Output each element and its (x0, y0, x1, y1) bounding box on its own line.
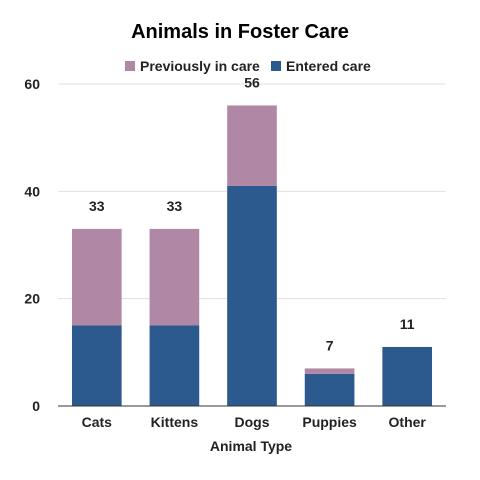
legend-label-entered-care: Entered care (286, 58, 371, 74)
category-label-dogs: Dogs (235, 414, 270, 430)
total-label-puppies: 7 (326, 337, 334, 353)
bar-dogs-previously-in-care (227, 105, 277, 186)
category-label-puppies: Puppies (302, 414, 357, 430)
legend-swatch-previously-in-care (125, 61, 135, 71)
bar-kittens-entered-care (149, 325, 200, 406)
y-tick-label-20: 20 (24, 291, 40, 307)
y-axis-ticks: 0 20 40 60 (24, 76, 40, 414)
bar-puppies-entered-care (304, 373, 355, 406)
category-label-cats: Cats (82, 414, 113, 430)
x-axis-title: Animal Type (210, 438, 292, 454)
category-label-other: Other (389, 414, 427, 430)
total-label-dogs: 56 (244, 74, 260, 90)
x-axis-categories: Cats Kittens Dogs Puppies Other (82, 414, 427, 430)
chart-title: Animals in Foster Care (131, 21, 349, 43)
bars (71, 105, 433, 406)
total-label-other: 11 (400, 316, 415, 332)
y-tick-label-60: 60 (24, 76, 40, 92)
bar-cats-previously-in-care (71, 228, 122, 326)
bar-cats-entered-care (71, 325, 122, 406)
total-label-cats: 33 (89, 198, 105, 214)
legend-label-previously-in-care: Previously in care (140, 58, 260, 74)
bar-other-entered-care (382, 346, 433, 406)
legend-swatch-entered-care (271, 61, 281, 71)
data-labels: 33 33 56 7 11 (89, 74, 415, 353)
bar-dogs-entered-care (227, 185, 277, 406)
total-label-kittens: 33 (167, 198, 183, 214)
category-label-kittens: Kittens (151, 414, 199, 430)
bar-kittens-previously-in-care (149, 228, 200, 326)
legend: Previously in care Entered care (125, 58, 371, 74)
y-tick-label-40: 40 (24, 183, 40, 199)
bar-puppies-previously-in-care (304, 368, 355, 374)
y-tick-label-0: 0 (32, 398, 40, 414)
